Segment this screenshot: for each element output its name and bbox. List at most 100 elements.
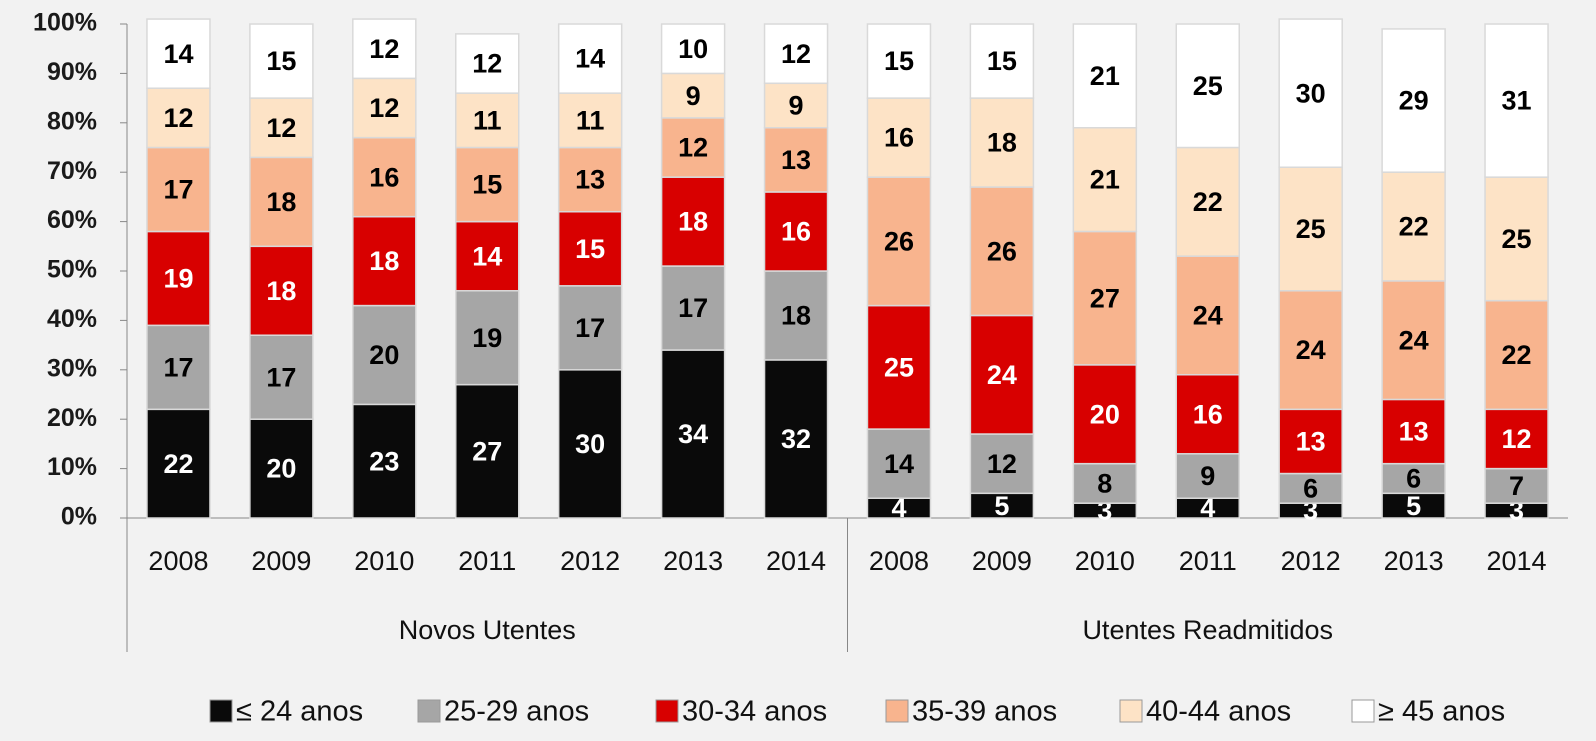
bar-segment (557, 23, 623, 94)
data-label: 12 (266, 113, 296, 143)
data-label: 32 (781, 424, 811, 454)
legend-swatch (209, 699, 233, 723)
bar-segment (352, 403, 417, 519)
legend-label: 30-34 anos (682, 696, 827, 728)
bar-segment (352, 77, 417, 139)
data-label: 11 (473, 105, 502, 135)
bar-segment (1381, 280, 1446, 401)
bar-segment (763, 359, 829, 519)
data-label: 18 (369, 246, 399, 276)
data-label: 9 (686, 81, 701, 111)
data-label: 13 (781, 145, 811, 175)
bar-segment (1381, 398, 1446, 465)
data-label: 31 (1502, 86, 1532, 116)
data-label: 9 (789, 91, 804, 121)
data-label: 17 (266, 362, 296, 392)
y-tick-label: 70% (47, 157, 97, 185)
data-label: 17 (678, 293, 708, 323)
legend-label: ≥ 45 anos (1378, 696, 1505, 728)
data-label: 13 (575, 165, 605, 195)
bar-segment (866, 304, 932, 430)
data-label: 24 (1193, 301, 1223, 331)
bar-segment (1278, 408, 1343, 475)
bar-segment (1072, 23, 1138, 129)
legend-swatch (655, 699, 679, 723)
bar-segment (557, 369, 623, 519)
bar-segment (455, 92, 520, 149)
bar-segment (146, 230, 211, 327)
data-label: 25 (1296, 214, 1326, 244)
data-label: 15 (472, 170, 502, 200)
data-label: 27 (1090, 283, 1120, 313)
data-label: 14 (575, 44, 605, 74)
data-label: 25 (1502, 224, 1532, 254)
data-label: 16 (369, 162, 399, 192)
data-label: 12 (163, 103, 193, 133)
data-label: 25 (884, 352, 914, 382)
data-label: 16 (1193, 399, 1223, 429)
bar-segment (557, 210, 623, 287)
y-tick-label: 20% (47, 404, 97, 432)
data-label: 13 (1399, 417, 1429, 447)
y-tick-label: 40% (47, 305, 97, 333)
bar-segment (763, 270, 829, 361)
data-label: 22 (163, 449, 193, 479)
x-tick-label: 2009 (972, 546, 1032, 576)
bar-segment (146, 408, 211, 519)
bar-segment (969, 23, 1035, 99)
bar-segment (969, 492, 1035, 519)
bar-segment (969, 433, 1035, 495)
data-label: 12 (472, 49, 502, 79)
data-label: 22 (1502, 340, 1532, 370)
bar-segment (1175, 23, 1240, 149)
bar-segment (660, 23, 726, 75)
legend-label: ≤ 24 anos (236, 696, 363, 728)
legend-swatch (1351, 699, 1375, 723)
bar-segment (352, 136, 417, 218)
data-label: 24 (1399, 325, 1429, 355)
legend-swatch (417, 699, 441, 723)
data-label: 16 (781, 217, 811, 247)
data-label: 5 (994, 491, 1009, 521)
bar-segment (557, 92, 623, 149)
data-label: 21 (1090, 61, 1120, 91)
data-label: 34 (678, 419, 708, 449)
x-tick-label: 2010 (1075, 546, 1135, 576)
data-label: 12 (369, 34, 399, 64)
data-label: 23 (369, 446, 399, 476)
legend-label: 25-29 anos (444, 696, 589, 728)
bar-segment (866, 97, 932, 178)
data-label: 14 (884, 449, 914, 479)
data-label: 25 (1193, 71, 1223, 101)
x-tick-label: 2009 (251, 546, 311, 576)
x-tick-label: 2013 (1384, 546, 1444, 576)
data-label: 24 (1296, 335, 1326, 365)
bar-segment (146, 146, 211, 233)
bar-segment (352, 18, 417, 80)
data-label: 26 (987, 236, 1017, 266)
bar-segment (249, 334, 314, 420)
bar-segment (660, 265, 726, 351)
data-label: 22 (1399, 212, 1429, 242)
y-tick-label: 100% (33, 9, 97, 37)
data-label: 19 (163, 264, 193, 294)
data-label: 11 (576, 105, 605, 135)
bar-segment (455, 146, 520, 223)
bar-segment (969, 186, 1035, 317)
x-tick-label: 2011 (458, 546, 516, 576)
bar-segment (1072, 230, 1138, 366)
bar-segment (1278, 472, 1343, 504)
bar-segment (1072, 462, 1138, 504)
bar-segment (146, 324, 211, 411)
bar-segment (1484, 299, 1549, 411)
data-label: 18 (678, 207, 708, 237)
data-label: 12 (1502, 424, 1532, 454)
y-tick-label: 30% (47, 354, 97, 382)
bar-segment (352, 304, 417, 406)
data-label: 17 (575, 313, 605, 343)
bar-segment (1381, 492, 1446, 519)
data-label: 6 (1303, 473, 1318, 503)
data-label: 10 (678, 34, 708, 64)
data-label: 24 (987, 360, 1017, 390)
